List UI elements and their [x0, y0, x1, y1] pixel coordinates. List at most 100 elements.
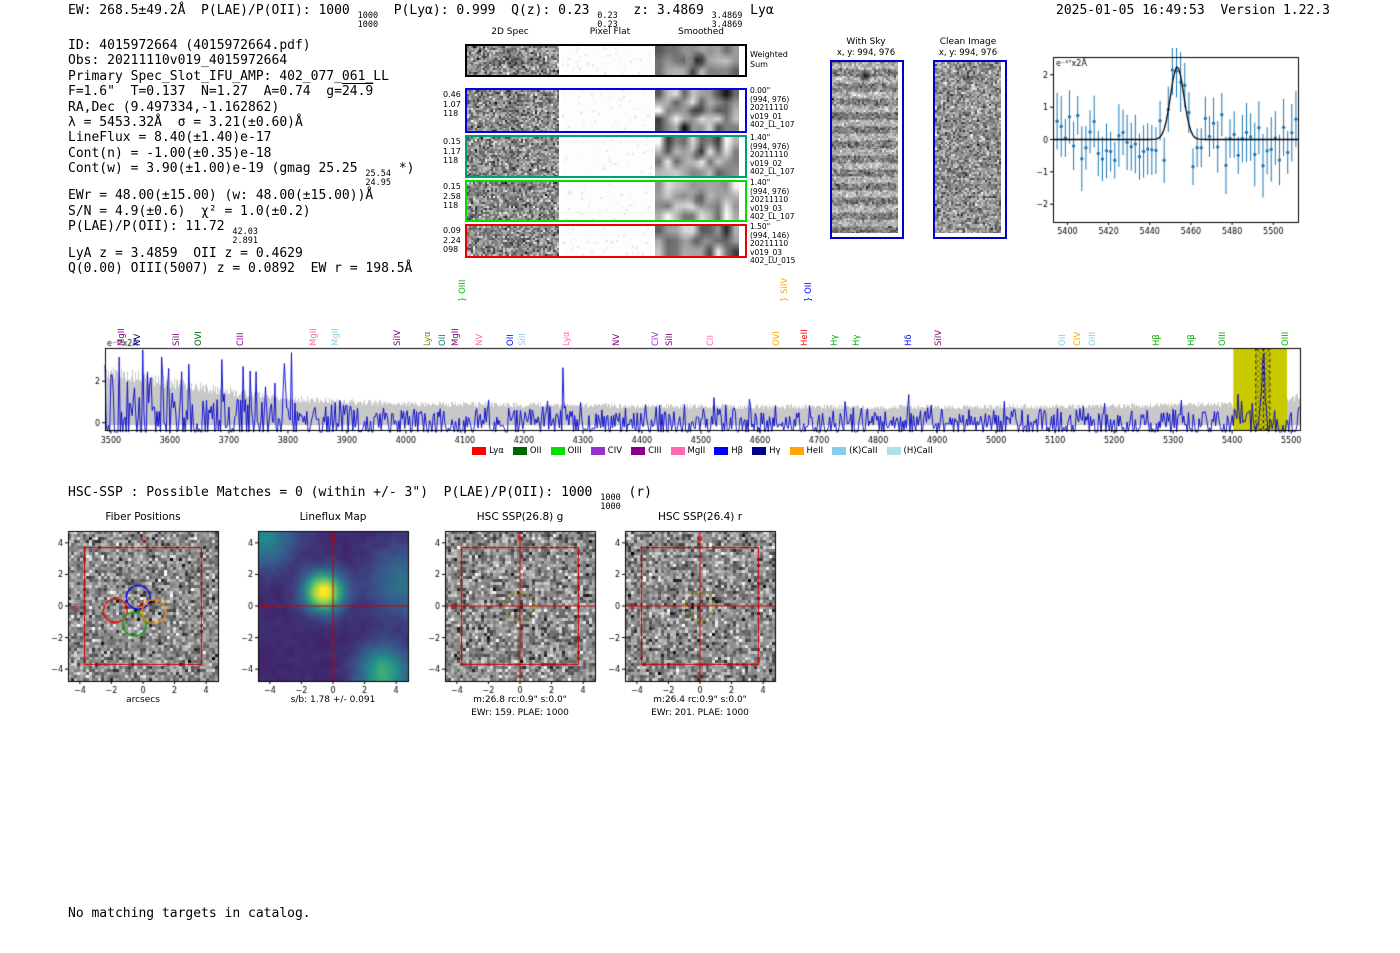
legend-label-10: (H)CaII	[903, 446, 933, 456]
info-line-8: Cont(n) = -1.00(±0.35)e-18	[68, 145, 272, 161]
legend-label-0: Lyα	[489, 446, 504, 456]
line-label-Hβ-31: Hβ	[1152, 334, 1163, 346]
spec2d-row-2	[465, 135, 747, 178]
line-label-MgII-6: MgII	[331, 328, 342, 346]
line-label-SiII-2: SiII	[172, 333, 183, 346]
legend-swatch-1	[512, 447, 527, 455]
line-label-SiIV-21: } SiIV	[779, 277, 790, 302]
info-line-14: Q(0.00) OIII(5007) z = 0.0892 EW r = 198…	[68, 261, 413, 277]
spec2d-row-4-smoothed	[655, 226, 739, 256]
line-label-OIII-11: } OIII	[457, 279, 468, 302]
line-label-Hγ-24: Hγ	[830, 334, 841, 346]
hsc-r-ew-label: EWr: 201. PLAE: 1000	[651, 708, 749, 718]
full-spectrum-plot	[85, 338, 1310, 450]
stacked-fraction: 1000 1000	[357, 11, 379, 30]
fiber-positions-plot	[40, 524, 222, 694]
line-label-CIII-4: CIII	[236, 332, 247, 346]
legend-swatch-2	[550, 447, 565, 455]
stacked-fraction: 1000 1000	[600, 493, 621, 512]
legend-swatch-5	[670, 447, 685, 455]
line-label-Hγ-25: Hγ	[852, 334, 863, 346]
spec2d-row-2-smoothed	[655, 137, 739, 176]
legend-label-7: Hγ	[769, 446, 781, 456]
spec2d-row-1-pixelflat	[562, 90, 652, 131]
legend-swatch-4	[631, 447, 646, 455]
with-sky-coords: x, y: 994, 976	[836, 48, 896, 58]
with-sky-panel	[830, 60, 904, 239]
spec2d-col-header-smoothed: Smoothed	[678, 27, 724, 37]
spec2d-row-2-right-labels: 1.40" (994, 976) 20211110 v019_02 402_LL_107	[750, 133, 795, 177]
line-label-Hβ-32: Hβ	[1187, 334, 1198, 346]
spec2d-row-4	[465, 224, 747, 258]
spec2d-row-0-pixelflat	[562, 46, 652, 75]
line-label-OII-28: OII	[1058, 334, 1069, 346]
legend-swatch-9	[832, 447, 847, 455]
line-label-OVI-3: OVI	[193, 331, 204, 346]
cutout-title-fiber-positions: Fiber Positions	[105, 511, 181, 523]
line-label-OII-23: } OII	[803, 282, 814, 302]
line-label-HeII-22: HeII	[799, 329, 810, 346]
lineflux-map-xlabel: s/b: 1.78 +/- 0.091	[290, 695, 376, 705]
info-line-7: LineFlux = 8.40(±1.40)e-17	[68, 130, 272, 146]
spec2d-row-0-2dspec	[467, 46, 559, 75]
legend-swatch-6	[714, 447, 729, 455]
timestamp-version: 2025-01-05 16:49:53 Version 1.22.3	[1056, 3, 1330, 18]
stacked-fraction: 42.03 2.891	[232, 226, 258, 246]
hsc-g-cutout-plot	[417, 524, 599, 694]
legend-item-10: (H)CaII	[886, 446, 933, 456]
clean-image-panel	[933, 60, 1007, 239]
clean-image-coords: x, y: 994, 976	[938, 48, 998, 58]
spec2d-row-1-2dspec	[467, 90, 559, 131]
info-line-5: RA,Dec (9.497334,-1.162862)	[68, 99, 280, 115]
line-label-Lyα-8: Lyα	[422, 331, 433, 346]
line-label-MgII-10: MgII	[450, 328, 461, 346]
line-label-SiIV-7: SiIV	[393, 329, 404, 346]
hsc-match-line: HSC-SSP : Possible Matches = 0 (within +…	[68, 485, 653, 512]
info-line-1: ID: 4015972664 (4015972664.pdf)	[68, 38, 311, 53]
footer-line-1: No matching targets in catalog.	[68, 905, 311, 921]
info-line-12: P(LAE)/P(OII): 11.72 42.03 2.891	[68, 218, 258, 246]
hsc-r-xlabel: m:26.4 rc:0.9" s:0.0"	[653, 695, 747, 705]
legend-item-1: OII	[512, 446, 542, 456]
legend-item-4: CIII	[631, 446, 662, 456]
lineflux-map-plot	[230, 524, 412, 694]
legend-item-5: MgII	[670, 446, 706, 456]
legend-swatch-3	[590, 447, 605, 455]
line-label-CII-19: CII	[706, 335, 717, 346]
legend-swatch-0	[472, 447, 487, 455]
summary-stats-line: EW: 268.5±49.2Å P(LAE)/P(OII): 1000 1000…	[68, 3, 774, 30]
line-label-SiII-18: SiII	[665, 333, 676, 346]
clean-image-title: Clean Image	[939, 37, 997, 47]
spec2d-row-4-right-labels: 1.50" (994, 146) 20211110 v019_03 402_LU_015	[750, 222, 796, 266]
info-line-11: S/N = 4.9(±0.6) χ² = 1.0(±0.2)	[68, 203, 311, 219]
spec2d-row-4-left-values: 0.09 2.24 098	[443, 226, 461, 254]
spec2d-row-3	[465, 180, 747, 222]
legend-item-0: Lyα	[472, 446, 504, 456]
hsc-r-cutout-plot	[597, 524, 779, 694]
spec2d-row-3-2dspec	[467, 182, 559, 220]
spec2d-row-1	[465, 88, 747, 133]
legend-label-8: HeII	[806, 446, 824, 456]
legend-label-2: OIII	[567, 446, 582, 456]
line-label-MgII-5: MgII	[308, 328, 319, 346]
line-label-Hδ-26: Hδ	[904, 334, 915, 346]
stacked-fraction: 25.54 24.95	[365, 169, 392, 189]
line-label-NV-12: NV	[475, 333, 486, 346]
legend-label-4: CIII	[648, 446, 662, 456]
line-label-SiIV-27: SiIV	[933, 329, 944, 346]
legend-label-6: Hβ	[731, 446, 744, 456]
line-label-OIII-33: OIII	[1217, 331, 1228, 346]
with-sky-image	[832, 62, 898, 233]
legend-label-5: MgII	[687, 446, 706, 456]
line-label-OIII-30: OIII	[1087, 331, 1098, 346]
hsc-g-xlabel: m:26.8 rc:0.9" s:0.0"	[473, 695, 567, 705]
spec2d-row-1-smoothed	[655, 90, 739, 131]
line-label-NV-1: NV	[133, 333, 144, 346]
legend-item-2: OIII	[550, 446, 582, 456]
legend-swatch-8	[789, 447, 804, 455]
cutout-title-hsc-r: HSC SSP(26.4) r	[657, 511, 743, 523]
spec2d-row-3-right-labels: 1.40" (994, 976) 20211110 v019_03 402_LL_107	[750, 178, 795, 222]
legend-swatch-10	[886, 447, 901, 455]
spec2d-row-0-smoothed	[655, 46, 739, 75]
